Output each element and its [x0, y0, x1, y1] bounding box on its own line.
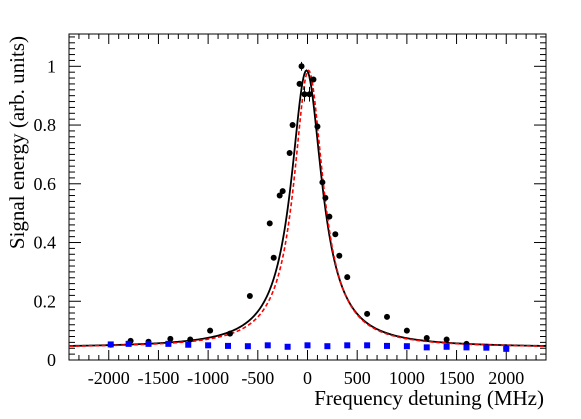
black-data-point	[270, 254, 277, 261]
blue-square-point	[225, 342, 231, 349]
black-data-point	[286, 149, 293, 156]
black-data-point	[276, 192, 283, 199]
y-tick-label: 1	[47, 56, 56, 76]
black-data-point	[298, 63, 305, 70]
blue-square-point	[264, 342, 271, 349]
black-data-point	[246, 292, 253, 299]
blue-square-point	[165, 340, 172, 347]
blue-square-point	[503, 345, 510, 352]
blue-square-point	[364, 342, 371, 349]
blue-square-point	[344, 342, 351, 349]
black-data-point	[336, 252, 343, 259]
x-tick-label: 1500	[439, 368, 475, 388]
x-tick-label: -500	[241, 368, 274, 388]
black-data-point	[301, 91, 308, 98]
black-data-point	[310, 76, 317, 83]
black-data-point	[443, 336, 450, 343]
x-tick-label: 2000	[488, 368, 524, 388]
data-points	[107, 61, 510, 352]
x-axis-label: Frequency detuning (MHz)	[314, 386, 544, 410]
y-tick-label: 0.6	[34, 174, 57, 194]
black-data-point	[364, 310, 371, 317]
blue-square-point	[304, 342, 311, 349]
black-data-point	[167, 335, 174, 342]
x-tick-label: 1000	[389, 368, 425, 388]
black-data-point	[344, 274, 351, 281]
x-tick-label: 0	[303, 368, 312, 388]
red-dashed-fit-curve	[68, 69, 547, 347]
black-fit-curve	[68, 69, 547, 347]
x-tick-label: -2000	[88, 368, 130, 388]
blue-square-point	[185, 341, 192, 348]
blue-square-point	[403, 343, 410, 350]
black-data-point	[207, 327, 214, 334]
blue-square-point	[423, 344, 430, 351]
black-data-point	[226, 330, 233, 337]
blue-square-point	[284, 343, 291, 350]
blue-square-point	[324, 343, 331, 350]
blue-square-point	[463, 344, 470, 351]
blue-square-point	[244, 343, 251, 350]
plot-frame	[68, 33, 547, 361]
black-data-point	[332, 231, 339, 238]
blue-square-point	[483, 344, 490, 351]
black-data-point	[306, 91, 313, 98]
black-data-point	[384, 313, 390, 320]
x-axis-tick-labels: -2000 -1500 -1000 -500 0 500 1000 1500 2000	[88, 368, 525, 388]
black-data-point	[266, 220, 273, 227]
plot-area-border	[68, 33, 547, 361]
black-data-point	[296, 80, 303, 87]
blue-square-point	[125, 340, 132, 347]
black-data-point	[326, 213, 333, 220]
black-data-point	[403, 327, 410, 334]
y-tick-label: 0.8	[34, 115, 57, 135]
black-data-point	[279, 188, 286, 195]
blue-square-point	[145, 340, 152, 347]
black-data-point	[322, 194, 329, 201]
black-data-point	[319, 179, 326, 186]
y-tick-label: 0.2	[34, 291, 57, 311]
y-tick-label: 0	[47, 350, 56, 370]
blue-square-point	[443, 343, 450, 350]
blue-square-point	[205, 342, 212, 349]
y-axis-ticks	[69, 36, 546, 361]
blue-square-point	[107, 341, 114, 348]
y-axis-tick-labels: 0 0.2 0.4 0.6 0.8 1	[34, 56, 57, 370]
blue-square-point	[384, 342, 390, 349]
black-data-point	[187, 336, 194, 343]
x-tick-label: -1500	[137, 368, 179, 388]
y-axis-label: Signal energy (arb. units)	[5, 36, 29, 249]
x-tick-label: -1000	[187, 368, 229, 388]
black-data-point	[423, 334, 430, 341]
x-tick-label: 500	[344, 368, 371, 388]
fit-curves	[68, 69, 547, 347]
black-data-point	[314, 123, 321, 130]
y-tick-label: 0.4	[34, 233, 57, 253]
black-data-point	[289, 122, 296, 129]
x-axis-ticks	[68, 34, 547, 360]
